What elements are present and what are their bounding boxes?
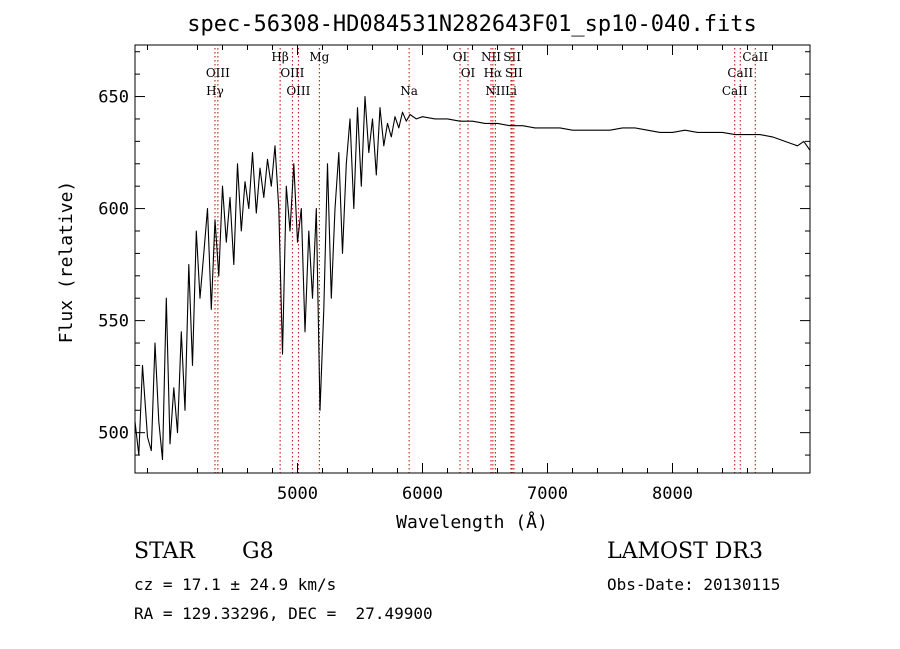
series-line-0 [134,95,811,461]
line-label-14: Li [505,84,517,98]
y-tick-label-2: 600 [98,200,129,220]
y-tick-label-0: 500 [98,424,129,444]
x-tick-label-1: 6000 [402,484,443,504]
line-label-12: SII [503,50,521,64]
object-subclass: G8 [242,539,274,564]
survey-name: LAMOST DR3 [607,539,763,564]
object-class: STAR [134,539,195,564]
line-label-5: Mg [309,50,329,64]
y-tick-label-3: 650 [98,88,129,108]
line-label-13: SII [505,66,523,80]
spectral-line-markers: OIIIHγHβOIIIOIIIMgNaOIOINIIHαNIISIISIILi… [206,48,768,473]
x-tick-label-0: 5000 [277,484,318,504]
y-axis-label: Flux (relative) [56,181,77,344]
line-label-9: NII [481,50,501,64]
line-label-2: Hβ [271,50,288,64]
line-label-6: Na [400,84,418,98]
line-label-11: NII [485,84,505,98]
line-label-16: CaII [727,66,753,80]
redshift-info: cz = 17.1 ± 24.9 km/s [134,575,337,594]
spectrum-series [134,95,811,461]
line-label-0: OIII [206,66,230,80]
line-label-1: Hγ [206,84,224,98]
line-label-10: Hα [484,66,503,80]
line-label-15: CaII [742,50,768,64]
line-label-8: OI [461,66,476,80]
obs-date: Obs-Date: 20130115 [607,575,781,594]
x-tick-label-2: 7000 [527,484,568,504]
x-tick-label-3: 8000 [652,484,693,504]
axes: 5000 6000 7000 8000 500 550 600 650 [98,45,810,504]
plot-frame [134,44,811,474]
coordinates: RA = 129.33296, DEC = 27.49900 [134,604,433,623]
y-tick-label-1: 550 [98,312,129,332]
line-label-17: CaII [722,84,748,98]
line-label-4: OIII [286,84,310,98]
line-label-7: OI [453,50,468,64]
x-axis-label: Wavelength (Å) [396,511,548,533]
chart-title: spec-56308-HD084531N282643F01_sp10-040.f… [187,12,757,37]
line-label-3: OIII [280,66,304,80]
